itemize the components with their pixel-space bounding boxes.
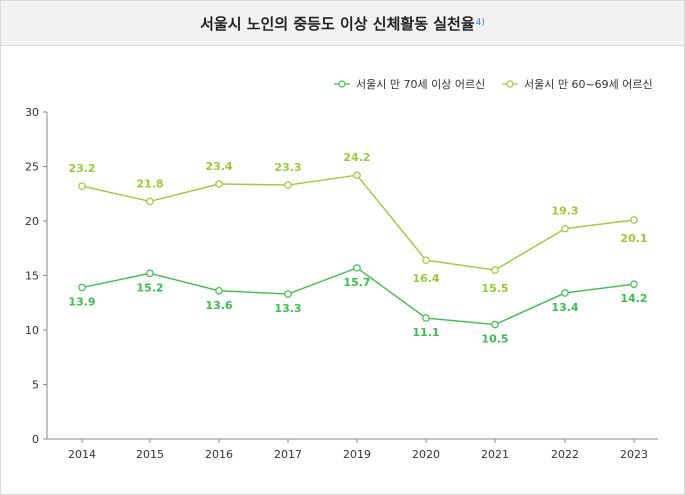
y-tick-label: 30 — [25, 106, 39, 119]
y-tick-label: 10 — [25, 324, 39, 337]
data-point — [353, 264, 361, 272]
data-point — [146, 269, 154, 278]
x-tick-label: 2019 — [343, 448, 371, 461]
data-point — [561, 224, 569, 233]
x-tick-label: 2021 — [481, 448, 509, 461]
data-point — [78, 182, 86, 190]
data-point — [353, 171, 361, 180]
data-label: 19.3 — [551, 205, 578, 218]
chart-title: 서울시 노인의 중등도 이상 신체활동 실천율 — [200, 14, 475, 33]
data-label: 21.8 — [136, 177, 163, 190]
legend-marker — [506, 80, 514, 88]
data-label: 15.7 — [343, 276, 370, 289]
data-point — [78, 283, 86, 292]
data-label: 15.5 — [481, 282, 508, 295]
data-label: 13.9 — [68, 295, 95, 308]
data-label: 20.1 — [620, 232, 647, 245]
data-point — [491, 266, 499, 274]
data-label: 13.6 — [205, 299, 232, 312]
x-tick-label: 2023 — [620, 448, 648, 461]
data-label: 24.2 — [343, 151, 370, 164]
data-point — [215, 180, 223, 188]
data-label: 16.4 — [412, 272, 439, 285]
x-tick-label: 2015 — [136, 448, 164, 461]
data-point — [146, 197, 154, 206]
data-label: 23.2 — [68, 162, 95, 175]
data-label: 15.2 — [136, 281, 163, 294]
data-label: 23.3 — [274, 161, 301, 174]
data-point — [215, 286, 223, 295]
x-tick-label: 2016 — [205, 448, 233, 461]
title-footnote: 4) — [475, 18, 485, 28]
data-label: 13.4 — [551, 301, 578, 314]
data-label: 11.1 — [412, 326, 439, 339]
data-label: 10.5 — [481, 333, 508, 346]
data-point — [491, 320, 499, 329]
data-label: 14.2 — [620, 292, 647, 305]
legend-marker — [338, 80, 346, 88]
legend-label: 서울시 만 70세 이상 어르신 — [356, 78, 485, 91]
data-label: 13.3 — [274, 302, 301, 315]
data-point — [422, 314, 430, 322]
x-tick-label: 2020 — [412, 448, 440, 461]
legend-label: 서울시 만 60~69세 어르신 — [524, 78, 653, 91]
y-tick-label: 5 — [32, 379, 39, 392]
data-point — [284, 181, 292, 189]
y-tick-label: 15 — [25, 270, 39, 283]
data-point — [284, 290, 292, 298]
data-label: 23.4 — [205, 160, 232, 173]
series-line-2 — [81, 174, 635, 271]
y-tick-label: 20 — [25, 215, 39, 228]
data-point — [561, 289, 569, 297]
chart-title-bar: 서울시 노인의 중등도 이상 신체활동 실천율 4) — [1, 1, 684, 46]
data-point — [422, 256, 430, 265]
x-tick-label: 2022 — [551, 448, 579, 461]
data-point — [630, 216, 638, 224]
x-tick-label: 2017 — [274, 448, 302, 461]
y-tick-label: 0 — [32, 433, 39, 446]
x-tick-label: 2014 — [68, 448, 96, 461]
y-tick-label: 25 — [25, 161, 39, 174]
data-point — [630, 280, 638, 289]
